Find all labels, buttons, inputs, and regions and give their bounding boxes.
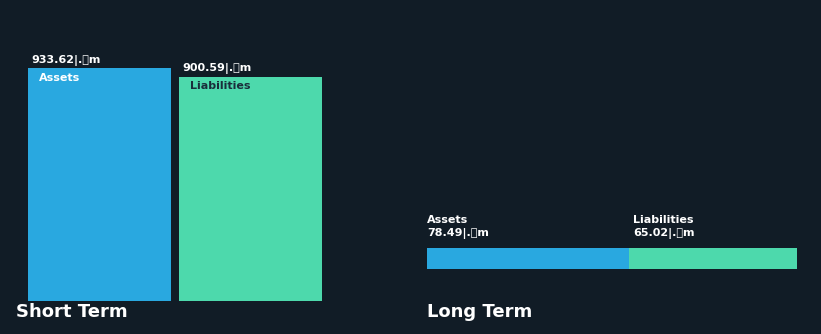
Text: 933.62|.วm: 933.62|.วm bbox=[31, 55, 101, 66]
Text: Long Term: Long Term bbox=[427, 303, 532, 321]
Text: Liabilities: Liabilities bbox=[633, 215, 694, 225]
Text: Assets: Assets bbox=[427, 215, 468, 225]
Bar bbox=[179, 77, 323, 301]
Text: 78.49|.วm: 78.49|.วm bbox=[427, 228, 488, 239]
Bar bbox=[427, 248, 630, 269]
Text: 65.02|.วm: 65.02|.วm bbox=[633, 228, 695, 239]
Text: Liabilities: Liabilities bbox=[190, 81, 250, 92]
Text: Short Term: Short Term bbox=[16, 303, 128, 321]
Bar bbox=[630, 248, 797, 269]
Text: Assets: Assets bbox=[39, 73, 80, 83]
Bar bbox=[28, 68, 172, 301]
Text: 900.59|.วm: 900.59|.วm bbox=[182, 63, 252, 74]
